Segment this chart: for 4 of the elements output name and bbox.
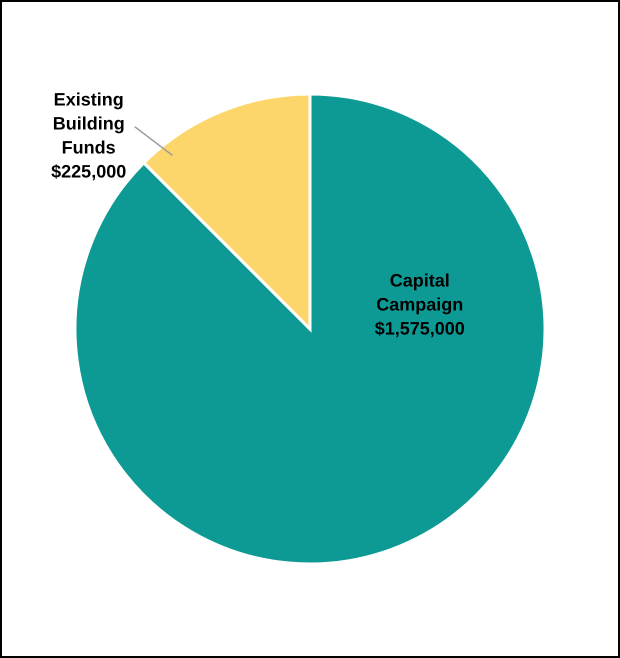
slice-label: Existing Building Funds [52, 90, 125, 158]
slice-label: Capital Campaign [376, 270, 464, 314]
data-label: $1,575,000 [374, 318, 465, 338]
data-label: $225,000 [51, 162, 126, 182]
